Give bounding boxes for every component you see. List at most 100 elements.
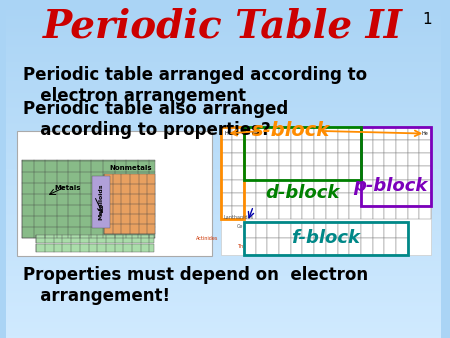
- Bar: [361, 193, 373, 206]
- Bar: [326, 238, 338, 255]
- Bar: [373, 153, 384, 167]
- Bar: [302, 180, 314, 193]
- Bar: [384, 180, 396, 193]
- Bar: [384, 206, 396, 219]
- Text: Actinides: Actinides: [196, 236, 219, 241]
- Bar: [396, 180, 408, 193]
- Bar: [361, 127, 431, 206]
- Bar: [338, 127, 349, 140]
- Bar: [232, 180, 244, 193]
- Bar: [220, 127, 232, 140]
- Bar: [338, 193, 349, 206]
- Bar: [244, 193, 256, 206]
- Text: He: He: [422, 131, 428, 136]
- Bar: [256, 193, 267, 206]
- Bar: [349, 193, 361, 206]
- Bar: [291, 206, 302, 219]
- Bar: [384, 153, 396, 167]
- Bar: [314, 180, 326, 193]
- Text: Periodic table also arranged
   according to properties?: Periodic table also arranged according t…: [23, 100, 288, 139]
- Bar: [267, 222, 279, 238]
- Bar: [408, 140, 419, 153]
- Bar: [314, 167, 326, 180]
- Bar: [92, 176, 110, 228]
- Bar: [244, 206, 256, 219]
- Text: Lanthanides: Lanthanides: [223, 215, 253, 220]
- Bar: [256, 153, 267, 167]
- Bar: [291, 167, 302, 180]
- Text: s-block: s-block: [252, 121, 330, 141]
- Bar: [267, 193, 279, 206]
- Bar: [396, 127, 408, 140]
- Bar: [232, 206, 244, 219]
- Bar: [291, 222, 302, 238]
- Bar: [291, 193, 302, 206]
- Bar: [279, 140, 291, 153]
- Bar: [232, 193, 244, 206]
- Bar: [256, 180, 267, 193]
- Bar: [408, 167, 419, 180]
- Bar: [244, 238, 256, 255]
- Bar: [244, 140, 256, 153]
- Text: 1: 1: [423, 12, 432, 27]
- Bar: [326, 140, 338, 153]
- Bar: [22, 160, 155, 238]
- Bar: [220, 206, 232, 219]
- Bar: [256, 238, 267, 255]
- Bar: [384, 193, 396, 206]
- Bar: [373, 167, 384, 180]
- Text: p-block: p-block: [353, 177, 428, 195]
- Bar: [419, 140, 431, 153]
- Bar: [408, 127, 419, 140]
- Bar: [396, 167, 408, 180]
- Bar: [338, 206, 349, 219]
- Bar: [326, 180, 338, 193]
- Bar: [338, 238, 349, 255]
- Bar: [361, 180, 373, 193]
- Bar: [244, 167, 256, 180]
- Bar: [279, 193, 291, 206]
- Bar: [279, 180, 291, 193]
- Bar: [326, 206, 338, 219]
- Bar: [256, 206, 267, 219]
- Bar: [302, 167, 314, 180]
- Bar: [314, 193, 326, 206]
- Bar: [291, 127, 302, 140]
- Bar: [256, 127, 267, 140]
- Bar: [419, 206, 431, 219]
- Bar: [302, 238, 314, 255]
- Bar: [279, 222, 291, 238]
- Bar: [349, 206, 361, 219]
- Bar: [279, 238, 291, 255]
- Text: d-block: d-block: [266, 184, 340, 202]
- Bar: [220, 180, 232, 193]
- Bar: [361, 153, 373, 167]
- Bar: [302, 153, 314, 167]
- Bar: [384, 238, 396, 255]
- Bar: [361, 206, 373, 219]
- Bar: [314, 206, 326, 219]
- Bar: [338, 180, 349, 193]
- Bar: [314, 140, 326, 153]
- Bar: [326, 193, 338, 206]
- Bar: [302, 127, 314, 140]
- Bar: [349, 180, 361, 193]
- Text: Properties must depend on  electron
   arrangement!: Properties must depend on electron arran…: [23, 266, 368, 305]
- Bar: [220, 140, 232, 153]
- Bar: [326, 127, 338, 140]
- Bar: [267, 127, 279, 140]
- Bar: [419, 127, 431, 140]
- Bar: [291, 238, 302, 255]
- Bar: [326, 153, 338, 167]
- Bar: [349, 127, 361, 140]
- Bar: [17, 131, 212, 256]
- Bar: [267, 153, 279, 167]
- Bar: [220, 167, 232, 180]
- Bar: [326, 167, 338, 180]
- Bar: [338, 167, 349, 180]
- Bar: [384, 140, 396, 153]
- Text: Ce: Ce: [237, 224, 243, 229]
- Bar: [373, 180, 384, 193]
- Bar: [373, 238, 384, 255]
- Bar: [373, 127, 384, 140]
